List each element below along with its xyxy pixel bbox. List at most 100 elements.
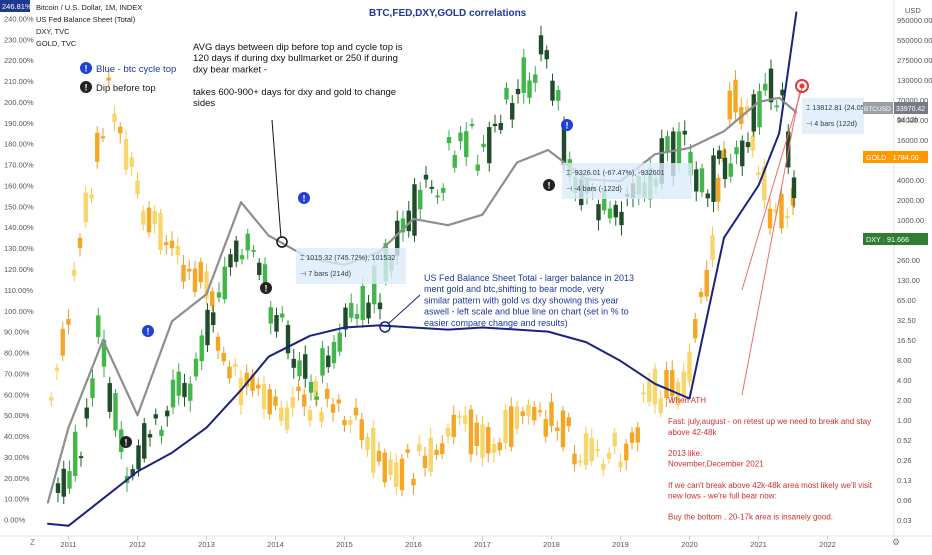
btcusd-tag-bg: [863, 102, 893, 114]
left-tick-label: 180.00%: [4, 140, 34, 149]
outlook-line: Buy the bottom , 20-17k area is insanely…: [668, 513, 833, 522]
right-tick-label: 16.50: [897, 336, 916, 345]
gold-candle: [537, 410, 543, 413]
marker-glyph: !: [147, 327, 150, 337]
left-tick-label: 120.00%: [4, 265, 34, 274]
gold-candle: [549, 401, 554, 426]
right-tick-label: 65.00: [897, 296, 916, 305]
btc-candle: [682, 130, 687, 135]
btc-candle: [262, 264, 268, 287]
gold-candle: [135, 180, 140, 195]
dip-before-top-icon: [543, 179, 555, 191]
gold-candle: [54, 367, 60, 371]
right-tick-label: 1000.00: [897, 216, 924, 225]
gold-candle: [693, 318, 698, 339]
gold-candle: [618, 461, 623, 468]
gold-candle: [428, 437, 433, 472]
x-tick-label: 2013: [198, 540, 215, 549]
gold-candle: [376, 450, 382, 462]
right-tick-label: 0.03: [897, 516, 912, 525]
series-point: [778, 96, 780, 99]
x-tick-label: 2016: [405, 540, 422, 549]
btc-candle: [596, 204, 601, 221]
series-point: [47, 522, 49, 525]
btc-cycle-top-icon: [561, 119, 573, 131]
btc-candle: [705, 193, 710, 199]
gold-candle: [405, 449, 410, 453]
gold-candle: [267, 389, 272, 415]
ath-target-icon: [795, 79, 809, 93]
btc-candle: [533, 74, 538, 83]
dip-before-top-icon: [120, 436, 132, 448]
series-point: [102, 339, 104, 341]
btc-candle: [245, 233, 250, 251]
gold-candle: [491, 444, 497, 453]
series-point: [412, 326, 415, 329]
btc-candle: [676, 131, 682, 165]
right-tick-label: 1.00: [897, 416, 912, 425]
measure-range: ⌶ 1015.32 (745.72%), 101532: [300, 253, 395, 262]
btc-candle: [722, 157, 728, 180]
gold-candle: [146, 207, 152, 233]
gold-candle: [112, 113, 117, 123]
series-point: [267, 355, 270, 358]
left-tick-label: 230.00%: [4, 35, 34, 44]
btc-candle: [257, 262, 262, 276]
btc-candle: [291, 358, 296, 368]
gold-candle: [152, 211, 157, 225]
fed-note-line: easier compare change and results): [424, 318, 568, 328]
gold-candle: [181, 264, 186, 282]
series-point: [481, 326, 484, 329]
gold-candle: [716, 177, 721, 202]
right-tick-label: 950000.00: [897, 16, 932, 25]
fed-note-line: similar pattern with gold vs dxy showing…: [424, 295, 619, 305]
outlook-line: November,December 2021: [668, 460, 764, 469]
btc-candle: [717, 150, 722, 159]
right-tick-label: 0.52: [897, 436, 912, 445]
gold-candle: [118, 126, 123, 134]
btc-candle: [768, 68, 774, 103]
gold-candle: [394, 462, 399, 487]
gold-candle: [733, 79, 738, 113]
gold-candle: [100, 136, 106, 139]
gold-candle: [474, 422, 479, 447]
btc-candle: [320, 348, 325, 376]
marker-glyph: !: [125, 438, 128, 448]
gold-tag-bg: [863, 151, 928, 163]
btc-candle: [84, 407, 89, 419]
left-tick-label: 240.00%: [4, 14, 34, 23]
target-circle-icon: [379, 321, 391, 333]
gold-candle: [762, 166, 767, 201]
measure-box: [296, 248, 406, 284]
btc-candle: [251, 249, 256, 252]
gold-candle: [578, 460, 583, 463]
gold-candle: [233, 364, 238, 367]
gold-candle: [629, 432, 635, 443]
btc-candle: [745, 142, 751, 148]
btc-candle: [481, 143, 486, 148]
btc-candle: [182, 382, 187, 398]
gold-candle: [169, 240, 175, 249]
gold-candle: [256, 384, 261, 389]
gold-candle: [704, 269, 709, 297]
btc-candle: [469, 123, 475, 126]
gold-candle: [49, 397, 54, 401]
left-tick-label: 100.00%: [4, 307, 34, 316]
btc-candle: [170, 379, 176, 408]
gold-candle: [215, 336, 221, 351]
btc-candle: [90, 378, 95, 399]
gold-candle: [158, 213, 163, 251]
gold-candle: [658, 398, 663, 414]
right-tick-label: 0.06: [897, 496, 912, 505]
gold-candle: [60, 328, 65, 356]
right-tick-label: 130.00: [897, 276, 920, 285]
series-point: [343, 326, 346, 329]
gold-candle: [480, 424, 485, 458]
btc-candle: [142, 423, 147, 459]
series-point: [67, 525, 70, 527]
gold-candle: [773, 209, 778, 213]
btc-candle: [268, 307, 273, 324]
gold-candle: [129, 157, 134, 167]
